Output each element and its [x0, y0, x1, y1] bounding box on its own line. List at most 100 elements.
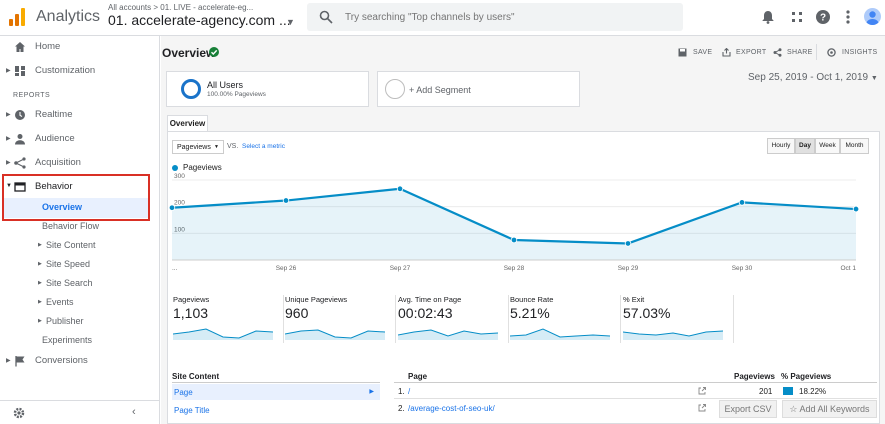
export-csv-button[interactable]: Export CSV: [719, 400, 777, 418]
data-point[interactable]: [396, 185, 404, 192]
select-metric-link[interactable]: Select a metric: [242, 143, 285, 150]
data-point[interactable]: [738, 199, 746, 206]
account-caret-icon[interactable]: ▼: [286, 17, 295, 27]
sidebar-item-behavior-flow[interactable]: Behavior Flow: [0, 217, 160, 236]
column-header-pageviews[interactable]: Pageviews: [734, 372, 775, 381]
account-breadcrumb[interactable]: All accounts > 01. LIVE - accelerate-eg.…: [108, 3, 254, 12]
notifications-bell-icon[interactable]: [760, 9, 776, 25]
sidebar-item-label: Behavior Flow: [42, 221, 100, 231]
granularity-day[interactable]: Day: [795, 138, 815, 154]
sidebar-item-site-content[interactable]: ▶ Site Content: [0, 236, 160, 255]
x-tick-label: ...: [172, 265, 178, 272]
reports-header: REPORTS: [13, 92, 51, 99]
site-content-row-page-title[interactable]: Page Title: [172, 402, 380, 418]
column-header-pct-pageviews[interactable]: % Pageviews: [781, 372, 832, 381]
save-icon[interactable]: [678, 48, 687, 57]
user-avatar[interactable]: [864, 8, 881, 25]
y-tick-label: 300: [174, 173, 185, 180]
apps-grid-icon[interactable]: [789, 9, 805, 25]
sidebar-item-conversions[interactable]: ▶ Conversions: [0, 350, 160, 372]
legend-marker: [172, 165, 178, 171]
customization-icon: [15, 66, 25, 76]
granularity-hourly[interactable]: Hourly: [767, 138, 795, 154]
open-link-icon[interactable]: [698, 404, 706, 412]
gear-icon[interactable]: [13, 407, 25, 419]
help-icon[interactable]: ?: [815, 9, 831, 25]
sidebar-item-events[interactable]: ▶ Events: [0, 293, 160, 312]
tile-value: 00:02:43: [398, 305, 453, 321]
share-button[interactable]: SHARE: [787, 49, 813, 56]
tile-value: 5.21%: [510, 305, 550, 321]
expand-caret-icon: ▶: [6, 112, 11, 118]
metric-tile-unique-pageviews[interactable]: Unique Pageviews 960: [285, 295, 396, 343]
add-all-keywords-button[interactable]: ☆ Add All Keywords: [782, 400, 877, 418]
page-title: Overview: [162, 46, 216, 60]
sidebar-item-behavior[interactable]: ▼ Behavior: [0, 176, 160, 198]
sidebar-item-home[interactable]: Home: [0, 36, 160, 58]
sidebar-item-label: Customization: [35, 65, 96, 76]
metric-tile-bounce-rate[interactable]: Bounce Rate 5.21%: [510, 295, 621, 343]
metric-tile-avg-time[interactable]: Avg. Time on Page 00:02:43: [398, 295, 509, 343]
sidebar-item-behavior-overview[interactable]: Overview: [4, 198, 148, 218]
search-input[interactable]: [345, 9, 665, 25]
granularity-month[interactable]: Month: [840, 138, 869, 154]
clock-icon: [15, 110, 25, 120]
metric-select[interactable]: Pageviews ▼: [172, 140, 224, 154]
site-content-label: Page: [174, 388, 193, 397]
svg-text:?: ?: [820, 13, 826, 24]
sidebar-item-audience[interactable]: ▶ Audience: [0, 128, 160, 150]
sidebar-item-acquisition[interactable]: ▶ Acquisition: [0, 152, 160, 174]
sidebar-item-publisher[interactable]: ▶ Publisher: [0, 312, 160, 331]
export-button[interactable]: EXPORT: [736, 49, 767, 56]
insights-button[interactable]: INSIGHTS: [842, 49, 878, 56]
tile-value: 57.03%: [623, 305, 671, 321]
expand-caret-icon: ▶: [38, 318, 42, 324]
collapse-sidebar-icon[interactable]: ‹: [132, 406, 136, 418]
export-icon[interactable]: [722, 48, 731, 57]
divider: [172, 382, 380, 383]
page-link[interactable]: /: [408, 387, 411, 396]
behavior-icon: [14, 182, 26, 192]
account-selector[interactable]: 01. accelerate-agency.com ...: [108, 12, 291, 28]
segment-all-users[interactable]: All Users 100.00% Pageviews: [166, 71, 369, 107]
report-panel: Pageviews ▼ VS. Select a metric Hourly Da…: [167, 131, 880, 424]
chevron-right-icon: ▶: [369, 389, 374, 395]
expand-caret-icon: ▶: [38, 261, 42, 267]
segment-ring-icon: [181, 79, 201, 99]
sidebar-item-realtime[interactable]: ▶ Realtime: [0, 104, 160, 126]
sidebar-item-label: Acquisition: [35, 157, 81, 168]
site-content-row-page[interactable]: Page ▶: [172, 384, 380, 400]
share-icon[interactable]: [773, 48, 782, 57]
sidebar-item-site-search[interactable]: ▶ Site Search: [0, 274, 160, 293]
metric-tile-pageviews[interactable]: Pageviews 1,103: [173, 295, 284, 343]
sidebar-item-customization[interactable]: ▶ Customization: [0, 60, 160, 82]
data-point[interactable]: [852, 205, 860, 213]
search-bar[interactable]: [307, 3, 683, 31]
open-link-icon[interactable]: [698, 387, 706, 395]
insights-icon[interactable]: [827, 48, 836, 57]
add-segment-button[interactable]: + Add Segment: [377, 71, 580, 107]
app-title[interactable]: Analytics: [36, 8, 101, 25]
more-options-icon[interactable]: [840, 9, 856, 25]
data-point[interactable]: [168, 204, 176, 211]
analytics-logo-icon[interactable]: [8, 7, 26, 27]
sidebar-item-site-speed[interactable]: ▶ Site Speed: [0, 255, 160, 274]
pageviews-chart[interactable]: 100 200 300... Sep 26 Sep 27 Sep 28 Sep 29 Sep …: [168, 172, 879, 276]
sidebar-footer: ‹: [0, 400, 159, 424]
sidebar-item-label: Overview: [42, 202, 83, 212]
sparkline: [398, 329, 498, 340]
data-point[interactable]: [624, 240, 632, 247]
sidebar-item-experiments[interactable]: Experiments: [0, 331, 160, 350]
data-point[interactable]: [510, 236, 518, 244]
metric-tile-exit[interactable]: % Exit 57.03%: [623, 295, 734, 343]
page-link[interactable]: /average-cost-of-seo-uk/: [408, 404, 495, 413]
data-point[interactable]: [282, 197, 290, 204]
granularity-week[interactable]: Week: [815, 138, 840, 154]
tab-overview[interactable]: Overview: [167, 115, 208, 131]
star-icon: ☆: [789, 404, 798, 414]
save-button[interactable]: SAVE: [693, 49, 713, 56]
sidebar-item-label: Home: [35, 41, 61, 52]
sidebar-item-label: Site Speed: [46, 259, 91, 269]
date-range-picker[interactable]: Sep 25, 2019 - Oct 1, 2019 ▼: [748, 72, 878, 83]
sidebar-item-label: Publisher: [46, 316, 84, 326]
